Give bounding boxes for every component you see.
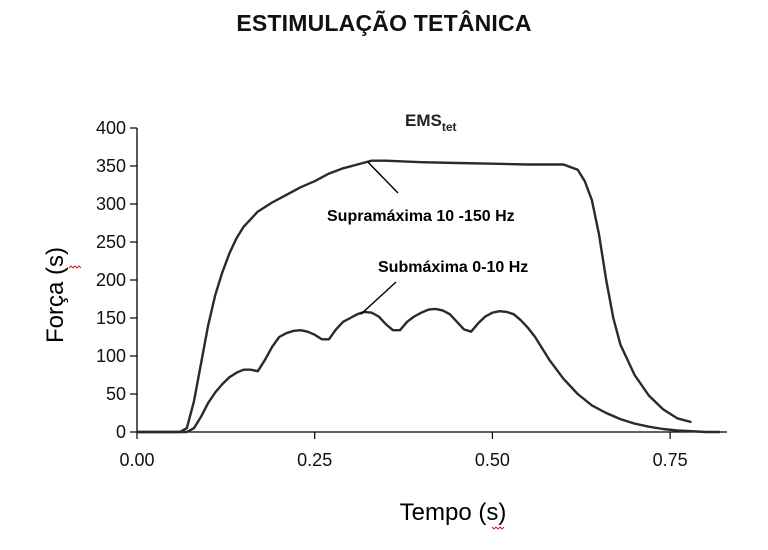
y-tick-label: 200 — [96, 270, 126, 290]
chart-title-subscript: tet — [442, 120, 457, 134]
y-tick-label: 350 — [96, 156, 126, 176]
chart-title-main: EMS — [405, 111, 442, 130]
x-tick-label: 0.50 — [475, 450, 510, 470]
axes: 0 50 100 150 200 250 300 350 400 0.00 0.25 0.50 0.7… — [96, 118, 727, 470]
y-tick-label: 400 — [96, 118, 126, 138]
spellcheck-underline-y — [68, 265, 82, 269]
chart-title: EMStet — [405, 111, 457, 134]
page-title: ESTIMULAÇÃO TETÂNICA — [236, 10, 532, 36]
annotation-layer: Supramáxima 10 -150 Hz Submáxima 0-10 Hz — [327, 161, 528, 315]
y-tick-label: 50 — [106, 384, 126, 404]
y-tick-label: 250 — [96, 232, 126, 252]
x-tick-label: 0.00 — [119, 450, 154, 470]
y-tick-label: 0 — [116, 422, 126, 442]
x-tick-label: 0.75 — [653, 450, 688, 470]
series-layer — [137, 159, 720, 434]
y-tick-label: 300 — [96, 194, 126, 214]
annotation-leader — [367, 161, 399, 194]
series-line-submaxima — [137, 307, 720, 434]
y-axis-title: Força (s) — [42, 247, 69, 343]
annotation-label: Supramáxima 10 -150 Hz — [327, 208, 515, 225]
x-ticks: 0.00 0.25 0.50 0.75 — [119, 432, 688, 470]
series-line-supramaxima — [137, 159, 692, 434]
x-tick-label: 0.25 — [297, 450, 332, 470]
y-ticks: 0 50 100 150 200 250 300 350 400 — [96, 118, 137, 442]
x-axis-title: Tempo (s) — [400, 499, 507, 526]
annotation-leader — [360, 281, 397, 315]
y-tick-label: 100 — [96, 346, 126, 366]
annotation-label: Submáxima 0-10 Hz — [378, 259, 528, 276]
y-tick-label: 150 — [96, 308, 126, 328]
spellcheck-underline-x — [491, 526, 505, 530]
